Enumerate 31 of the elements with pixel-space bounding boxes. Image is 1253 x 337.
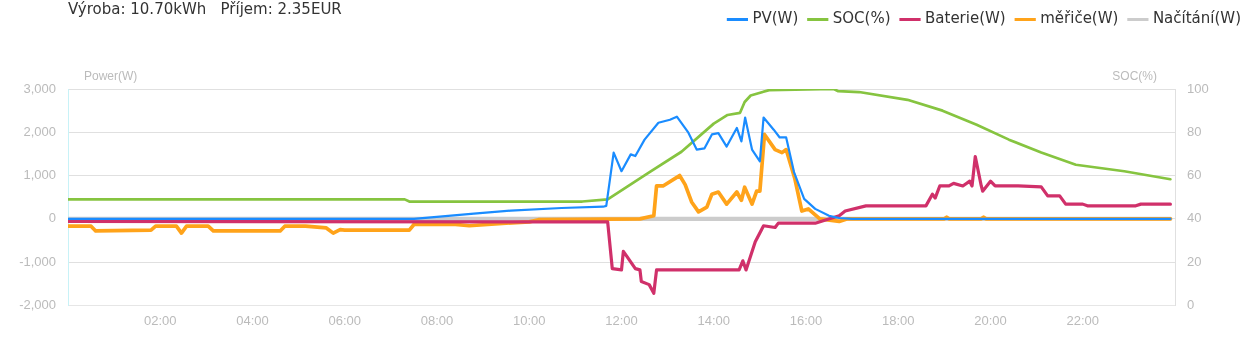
y2-tick-label: 40 [1187, 210, 1202, 226]
chart-title: Výroba: 10.70kWh Příjem: 2.35EUR [68, 0, 342, 18]
x-tick-label: 10:00 [512, 312, 546, 328]
legend-label: SOC(%) [832, 9, 891, 28]
y2-tick-label: 20 [1187, 253, 1202, 269]
y-tick-label: -2,000 [19, 296, 56, 312]
legend-label: měřiče(W) [1040, 9, 1119, 28]
x-tick-label: 14:00 [697, 312, 731, 328]
legend-label: Načítání(W) [1152, 9, 1242, 28]
legend-label: Baterie(W) [925, 9, 1006, 28]
x-tick-label: 16:00 [789, 312, 823, 328]
legend-label: PV(W) [752, 9, 799, 28]
y-tick-label: 0 [48, 210, 56, 226]
y2-tick-label: 80 [1187, 123, 1202, 139]
y-tick-label: 1,000 [23, 167, 56, 183]
y-tick-label: 2,000 [23, 123, 56, 139]
x-tick-label: 20:00 [974, 312, 1007, 328]
x-tick-label: 02:00 [143, 312, 177, 328]
y2-tick-label: 100 [1187, 80, 1209, 96]
x-tick-label: 06:00 [328, 312, 362, 328]
x-tick-label: 12:00 [605, 312, 638, 328]
y-axis-title: Power(W) [84, 69, 138, 84]
y2-tick-label: 60 [1187, 167, 1202, 183]
y2-axis-title: SOC(%) [1112, 69, 1157, 84]
x-tick-label: 04:00 [236, 312, 269, 328]
y-tick-label: 3,000 [23, 80, 56, 96]
y2-tick-label: 0 [1187, 296, 1195, 312]
x-tick-label: 22:00 [1066, 312, 1100, 328]
x-tick-label: 08:00 [420, 312, 454, 328]
y-tick-label: -1,000 [19, 253, 56, 269]
x-tick-label: 18:00 [881, 312, 915, 328]
